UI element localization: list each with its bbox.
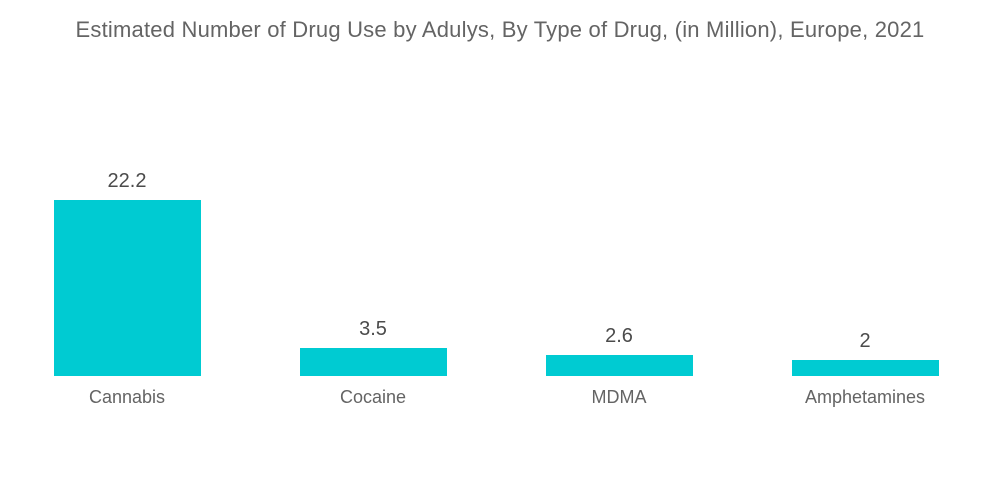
bar-value-label-mdma: 2.6 (605, 325, 633, 347)
bar-amphetamines (791, 360, 939, 376)
chart-column-cocaine: 3.5 Cocaine (250, 317, 496, 407)
category-label-mdma: MDMA (591, 387, 647, 407)
category-label-cocaine: Cocaine (339, 387, 407, 407)
chart-column-amphetamines: 2 Amphetamines (742, 329, 988, 407)
bar-value-label-amphetamines: 2 (859, 330, 871, 352)
category-label-amphetamines: Amphetamines (804, 387, 926, 407)
bar-value-label-cocaine: 3.5 (359, 318, 387, 340)
bar-cannabis (53, 200, 201, 376)
bar-cocaine (299, 348, 447, 376)
chart-column-cannabis: 22.2 Cannabis (4, 169, 250, 407)
bar-chart: 22.2 Cannabis 3.5 Cocaine 2.6 MDMA 2 Amphetamin… (4, 0, 988, 407)
bar-value-label-cannabis: 22.2 (107, 170, 147, 192)
chart-column-mdma: 2.6 MDMA (496, 324, 742, 407)
category-label-cannabis: Cannabis (88, 387, 166, 407)
bar-mdma (545, 355, 693, 376)
chart-title: Estimated Number of Drug Use by Adulys, … (75, 17, 925, 42)
